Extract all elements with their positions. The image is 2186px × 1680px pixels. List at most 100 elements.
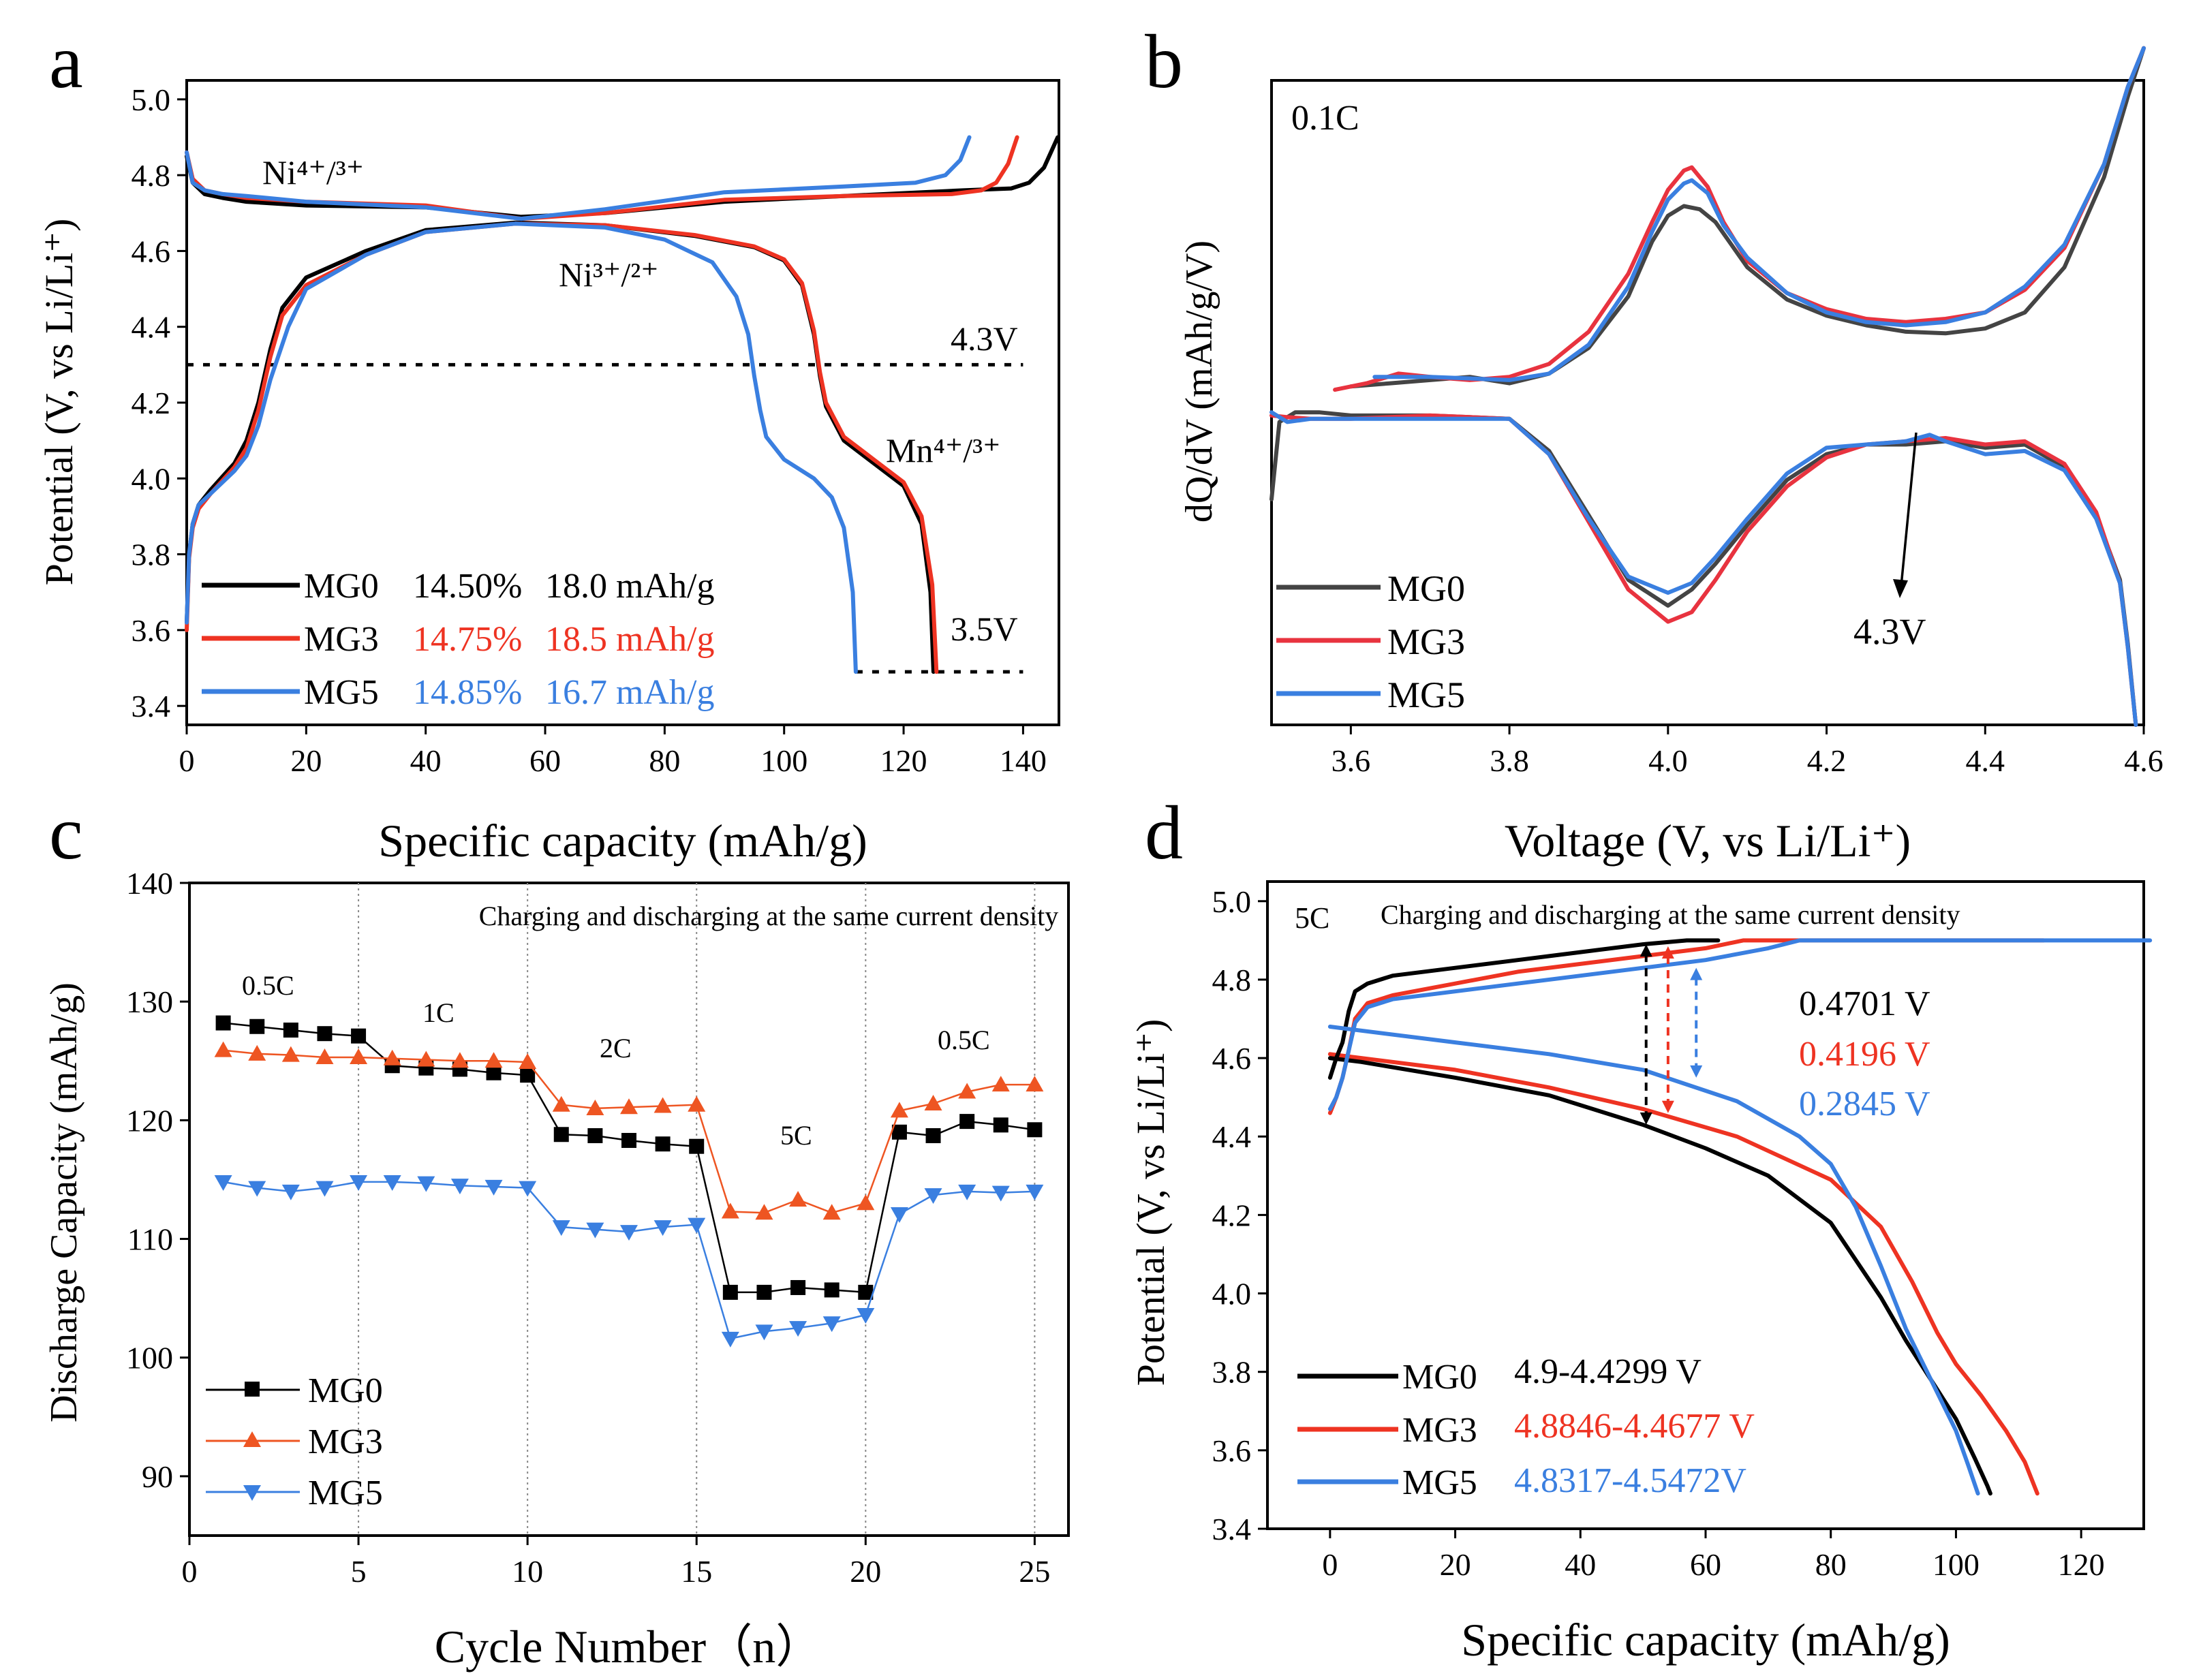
panel-c-mg0-marker bbox=[621, 1132, 636, 1148]
panel-a-x-tick-label: 40 bbox=[410, 743, 442, 778]
panel-b-legend: MG0 MG3 MG5 bbox=[1276, 568, 1465, 715]
panel-c-mg0-marker bbox=[587, 1128, 603, 1144]
panel-c-mg3-marker bbox=[281, 1046, 300, 1062]
panel-c: 0 5 10 15 20 25 90 100 110 120 130 140 Cycle Numbe… bbox=[43, 866, 1070, 1673]
legend-d-mg3-range: 4.8846-4.4677 V bbox=[1514, 1407, 1755, 1446]
panel-d: 0 20 40 60 80 100 120 3.4 3.6 3.8 4.0 4.2 4.4 4.6 4.8… bbox=[1128, 880, 2153, 1666]
panel-c-mg5-marker bbox=[924, 1188, 942, 1204]
panel-c-x-label: Cycle Number（n） bbox=[435, 1621, 822, 1673]
panel-b-y-label: dQ/dV (mAh/g/V) bbox=[1178, 240, 1220, 523]
panel-b-x-tick-label: 4.6 bbox=[2124, 743, 2164, 778]
panel-c-mg5-marker bbox=[519, 1181, 537, 1197]
panel-b-mg0-charge-curve bbox=[1349, 46, 2146, 389]
panel-d-y-tick-label: 4.2 bbox=[1212, 1198, 1252, 1232]
panel-c-mg0-marker bbox=[553, 1127, 569, 1142]
annotation-b-4-3v: 4.3V bbox=[1853, 611, 1926, 652]
panel-d-x-tick-label: 40 bbox=[1565, 1547, 1596, 1582]
panel-c-mg0-marker bbox=[756, 1284, 772, 1300]
legend-c-mg0-name: MG0 bbox=[308, 1371, 383, 1410]
panel-c-mg0-marker bbox=[891, 1124, 907, 1140]
panel-a-x-tick-label: 80 bbox=[649, 743, 680, 778]
panel-d-gap-mg5-arrow-bottom bbox=[1690, 1065, 1703, 1078]
panel-c-legend: MG0 MG3 MG5 bbox=[206, 1371, 383, 1512]
panel-c-mg3-marker bbox=[484, 1052, 503, 1068]
panel-c-mg3-marker bbox=[1026, 1076, 1044, 1092]
panel-c-mg3-marker bbox=[586, 1099, 604, 1115]
panel-b-mg5-charge-curve bbox=[1372, 46, 2146, 382]
panel-a-x-tick-label: 140 bbox=[1000, 743, 1047, 778]
panel-c-mg5-marker bbox=[789, 1321, 807, 1337]
panel-c-x-ticks: 0 5 10 15 20 25 bbox=[182, 1536, 1050, 1589]
panel-c-mg0-marker bbox=[790, 1279, 806, 1295]
gap-value-mg5: 0.2845 V bbox=[1799, 1085, 1930, 1123]
panel-d-series bbox=[1327, 938, 2153, 1496]
panel-c-mg5-marker bbox=[586, 1222, 604, 1239]
gap-value-mg0: 0.4701 V bbox=[1799, 984, 1930, 1023]
legend-c-mg3-marker bbox=[243, 1431, 261, 1447]
legend-d-mg3-name: MG3 bbox=[1402, 1411, 1477, 1450]
panel-d-legend: MG0 4.9-4.4299 V MG3 4.8846-4.4677 V MG5… bbox=[1297, 1352, 1755, 1502]
panel-c-mg5-marker bbox=[620, 1225, 638, 1241]
annotation-3-5v: 3.5V bbox=[951, 610, 1018, 648]
panel-c-mg3-marker bbox=[350, 1048, 368, 1065]
panel-c-mg5-marker bbox=[890, 1207, 908, 1223]
panel-c-mg0-marker bbox=[655, 1136, 671, 1152]
panel-a-x-tick-label: 20 bbox=[290, 743, 322, 778]
panel-c-y-tick-label: 130 bbox=[126, 984, 173, 1019]
panel-c-x-tick-label: 10 bbox=[512, 1554, 543, 1589]
panel-b-series bbox=[1269, 46, 2146, 727]
panel-b-frame bbox=[1270, 79, 2145, 726]
panel-d-mg0-charge-curve bbox=[1327, 938, 1721, 1080]
panel-d-y-tick-label: 3.6 bbox=[1212, 1433, 1252, 1468]
panel-c-mg3-marker bbox=[688, 1095, 706, 1112]
panel-d-voltage-gaps bbox=[1640, 944, 1703, 1125]
panel-a-x-tick-label: 0 bbox=[179, 743, 195, 778]
panel-d-x-tick-label: 20 bbox=[1440, 1547, 1471, 1582]
panel-a-y-tick-label: 5.0 bbox=[132, 82, 171, 117]
panel-c-mg3-marker bbox=[890, 1102, 908, 1118]
panel-a-y-tick-label: 4.6 bbox=[132, 234, 171, 268]
panel-c-y-ticks: 90 100 110 120 130 140 bbox=[126, 866, 189, 1494]
panel-d-mg3-discharge-curve bbox=[1327, 1052, 2039, 1496]
panel-c-mg3-marker bbox=[822, 1204, 841, 1220]
panel-c-mg3-marker bbox=[248, 1044, 266, 1061]
panel-b-mg5-discharge-curve bbox=[1269, 410, 2138, 727]
panel-a-x-tick-label: 100 bbox=[760, 743, 807, 778]
panel-c-mg5-marker bbox=[552, 1220, 570, 1236]
panel-d-gap-mg3-arrow-top bbox=[1661, 946, 1674, 959]
panel-c-mg0-marker bbox=[317, 1026, 333, 1042]
panel-c-mg5-marker bbox=[450, 1179, 469, 1195]
panel-c-mg3-marker bbox=[857, 1194, 875, 1211]
panel-c-mg3-marker bbox=[721, 1202, 739, 1219]
panel-c-mg0-marker bbox=[283, 1022, 298, 1038]
legend-d-mg5-name: MG5 bbox=[1402, 1463, 1477, 1502]
panel-c-mg3-marker bbox=[519, 1053, 537, 1070]
panel-a-y-tick-label: 4.2 bbox=[132, 386, 171, 420]
panel-a-series bbox=[185, 135, 1060, 674]
panel-b-mg3-discharge-curve bbox=[1269, 413, 2138, 727]
panel-c-mg3-marker bbox=[450, 1052, 469, 1068]
panel-c-mg5-marker bbox=[991, 1185, 1010, 1202]
panel-c-x-tick-label: 15 bbox=[681, 1554, 712, 1589]
panel-a-y-tick-label: 4.8 bbox=[132, 158, 171, 193]
panel-d-x-tick-label: 120 bbox=[2058, 1547, 2105, 1582]
panel-b-rate-label: 0.1C bbox=[1291, 99, 1359, 138]
panel-d-gap-mg3-arrow-bottom bbox=[1661, 1100, 1674, 1113]
panel-c-mg5-marker bbox=[248, 1181, 266, 1197]
panel-a-y-tick-label: 3.8 bbox=[132, 538, 171, 572]
gap-value-mg3: 0.4196 V bbox=[1799, 1035, 1930, 1074]
panel-c-x-tick-label: 5 bbox=[351, 1554, 367, 1589]
panel-a-mg5-discharge-curve bbox=[185, 221, 858, 674]
panel-d-gap-mg5-arrow-top bbox=[1690, 967, 1703, 980]
panel-c-mg5-marker bbox=[281, 1184, 300, 1200]
panel-c-mg0-marker bbox=[959, 1114, 975, 1130]
panel-d-rate-label: 5C bbox=[1295, 901, 1329, 935]
panel-d-mg0-discharge-curve bbox=[1327, 1056, 1992, 1496]
panel-d-y-tick-label: 4.0 bbox=[1212, 1277, 1252, 1311]
legend-a-mg3-stat1: 14.75% bbox=[413, 620, 522, 659]
panel-c-y-tick-label: 110 bbox=[127, 1222, 173, 1257]
panel-b-mg0-discharge-curve bbox=[1269, 410, 2138, 727]
panel-a-y-tick-label: 4.4 bbox=[132, 310, 171, 345]
panel-c-mg5-marker bbox=[214, 1175, 232, 1191]
panel-d-y-tick-label: 3.8 bbox=[1212, 1355, 1252, 1390]
